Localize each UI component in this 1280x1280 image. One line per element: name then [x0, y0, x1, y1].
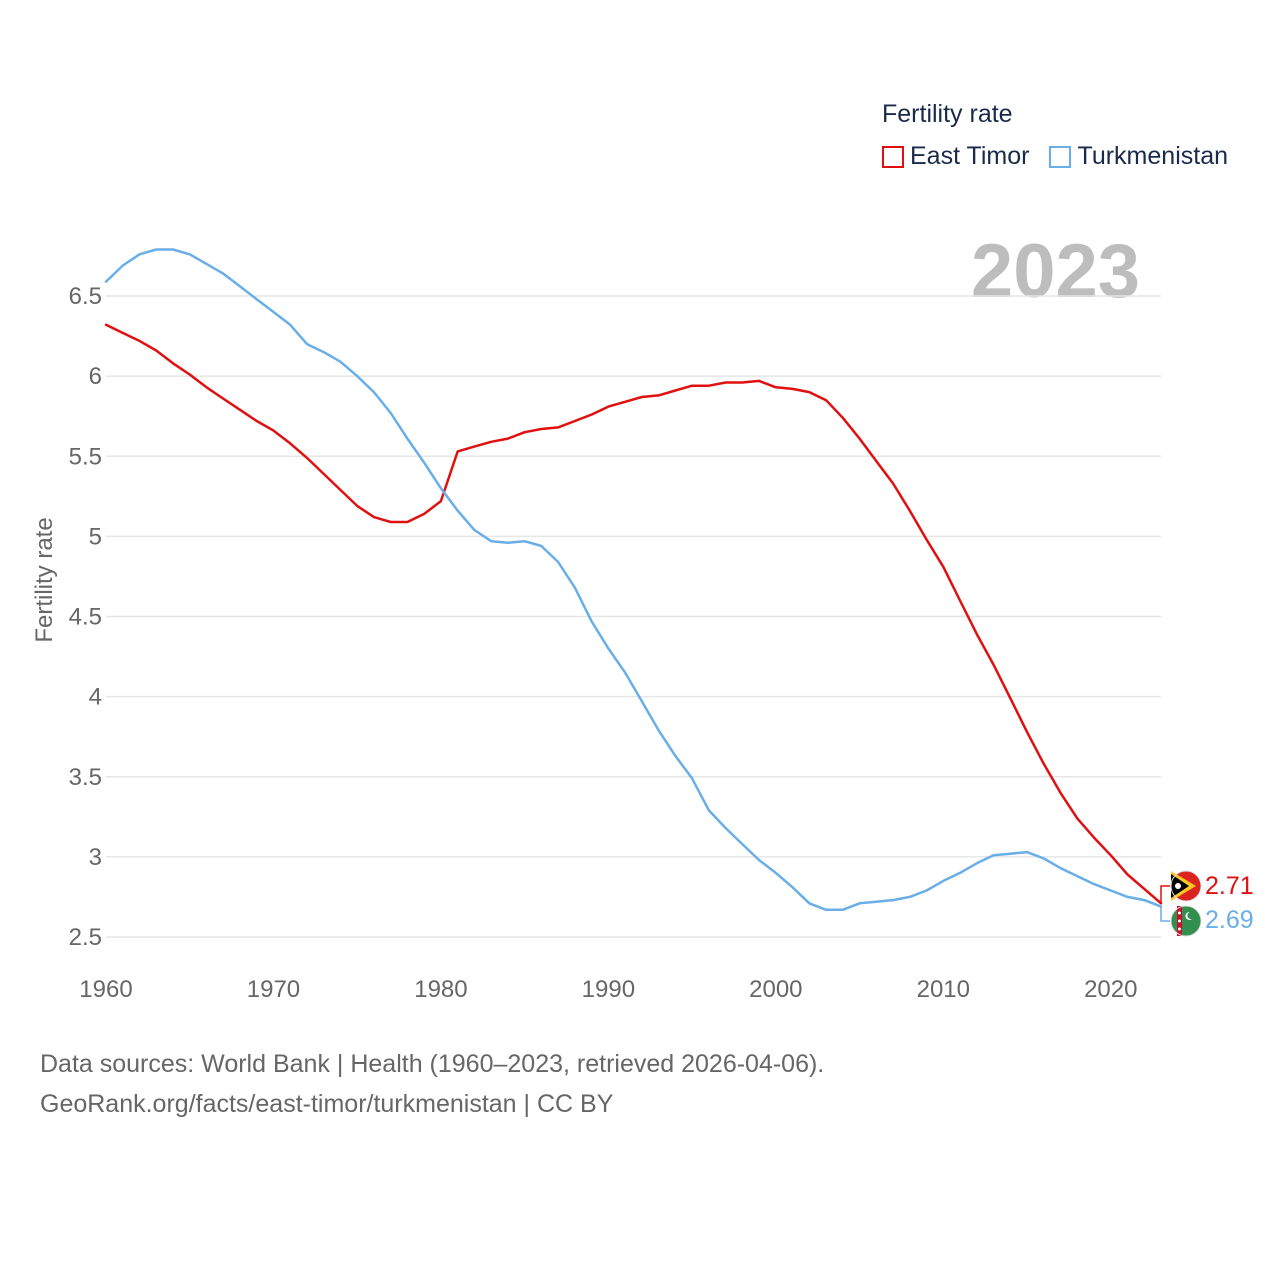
y-tick-label: 3.5: [69, 764, 102, 791]
x-tick-label: 1970: [247, 976, 300, 1003]
x-tick-label: 1980: [414, 976, 467, 1003]
y-tick-label: 5.5: [69, 443, 102, 470]
series-lines: [104, 248, 1170, 922]
legend-swatch-turkmenistan: [1049, 145, 1072, 168]
y-axis-ticks: 2.5 3 3.5 4 4.5 5 5.5 6 6.5: [69, 283, 102, 951]
legend-item-east-timor[interactable]: East Timor: [882, 142, 1029, 171]
legend-item-turkmenistan[interactable]: Turkmenistan: [1049, 142, 1228, 171]
y-tick-label: 6.5: [69, 283, 102, 310]
y-tick-label: 5: [89, 523, 102, 550]
gridlines: [106, 295, 1161, 938]
x-tick-label: 1960: [79, 976, 132, 1003]
series-line-turkmenistan: [104, 248, 1163, 912]
legend-label-turkmenistan: Turkmenistan: [1077, 142, 1228, 170]
y-axis-label: Fertility rate: [31, 517, 58, 642]
legend-title: Fertility rate: [882, 100, 1013, 128]
legend: East Timor Turkmenistan: [882, 142, 1248, 171]
series-line-east-timor: [104, 323, 1163, 905]
source-line-1: Data sources: World Bank | Health (1960–…: [40, 1050, 825, 1078]
source-line-2[interactable]: GeoRank.org/facts/east-timor/turkmenista…: [40, 1090, 614, 1118]
east-timor-flag-icon: [1170, 870, 1202, 902]
end-label-east-timor: 2.71: [1205, 872, 1254, 900]
source-note: Data sources: World Bank | Health (1960–…: [40, 1044, 824, 1124]
legend-swatch-east-timor: [882, 145, 904, 168]
y-tick-label: 6: [89, 363, 102, 390]
y-tick-label: 4: [89, 684, 102, 711]
x-tick-label: 2010: [917, 976, 970, 1003]
connector-east-timor: [1160, 885, 1170, 904]
year-label: 2023: [970, 229, 1140, 314]
end-label-turkmenistan: 2.69: [1205, 906, 1254, 934]
legend-label-east-timor: East Timor: [910, 142, 1030, 170]
x-axis-ticks: 1960 1970 1980 1990 2000 2010 2020: [79, 976, 1137, 1003]
x-tick-label: 1990: [582, 976, 635, 1003]
x-tick-label: 2020: [1084, 976, 1137, 1003]
y-tick-label: 2.5: [69, 924, 102, 951]
x-tick-label: 2000: [749, 976, 802, 1003]
end-markers: 2.71 2.69: [1170, 870, 1254, 937]
connector-turkmenistan: [1160, 906, 1170, 922]
y-tick-label: 4.5: [69, 604, 102, 631]
y-tick-label: 3: [89, 844, 102, 871]
turkmenistan-flag-icon: [1170, 905, 1202, 937]
